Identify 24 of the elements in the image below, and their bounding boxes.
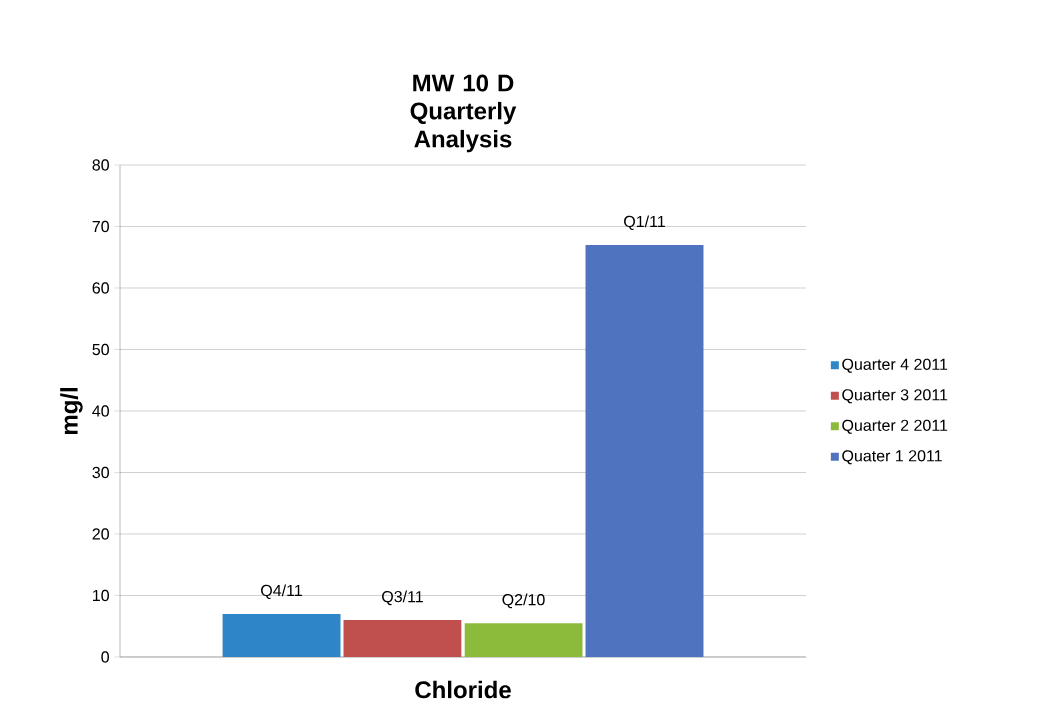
y-axis-title: mg/l [60, 388, 83, 435]
legend-label: Quater 1 2011 [842, 450, 942, 465]
y-tick-label: 40 [92, 405, 109, 417]
legend-label: Quarter 2 2011 [842, 419, 948, 434]
data-label: Q1/11 [624, 215, 665, 231]
y-tick-label: 80 [92, 159, 109, 171]
x-tick-label: Chloride [415, 680, 511, 699]
bar [222, 613, 341, 657]
data-label: Q4/11 [261, 584, 302, 600]
y-tick-label: 30 [92, 466, 109, 479]
y-tick-label: 50 [92, 343, 109, 356]
data-label: Q3/11 [382, 590, 423, 606]
y-tick-label: 70 [92, 220, 109, 233]
bar [585, 244, 704, 657]
legend-label: Quarter 4 2011 [842, 358, 948, 373]
bar [343, 620, 462, 657]
y-tick-label: 10 [93, 589, 109, 602]
y-tick-label: 0 [101, 651, 109, 663]
data-label: Q2/10 [502, 593, 545, 609]
chart-title: MW 10 D Quarterly Analysis [410, 74, 517, 153]
legend-label: Quarter 3 2011 [842, 389, 948, 404]
y-tick-label: 20 [92, 528, 109, 540]
y-tick-label: 60 [92, 282, 109, 294]
bar [464, 623, 583, 657]
